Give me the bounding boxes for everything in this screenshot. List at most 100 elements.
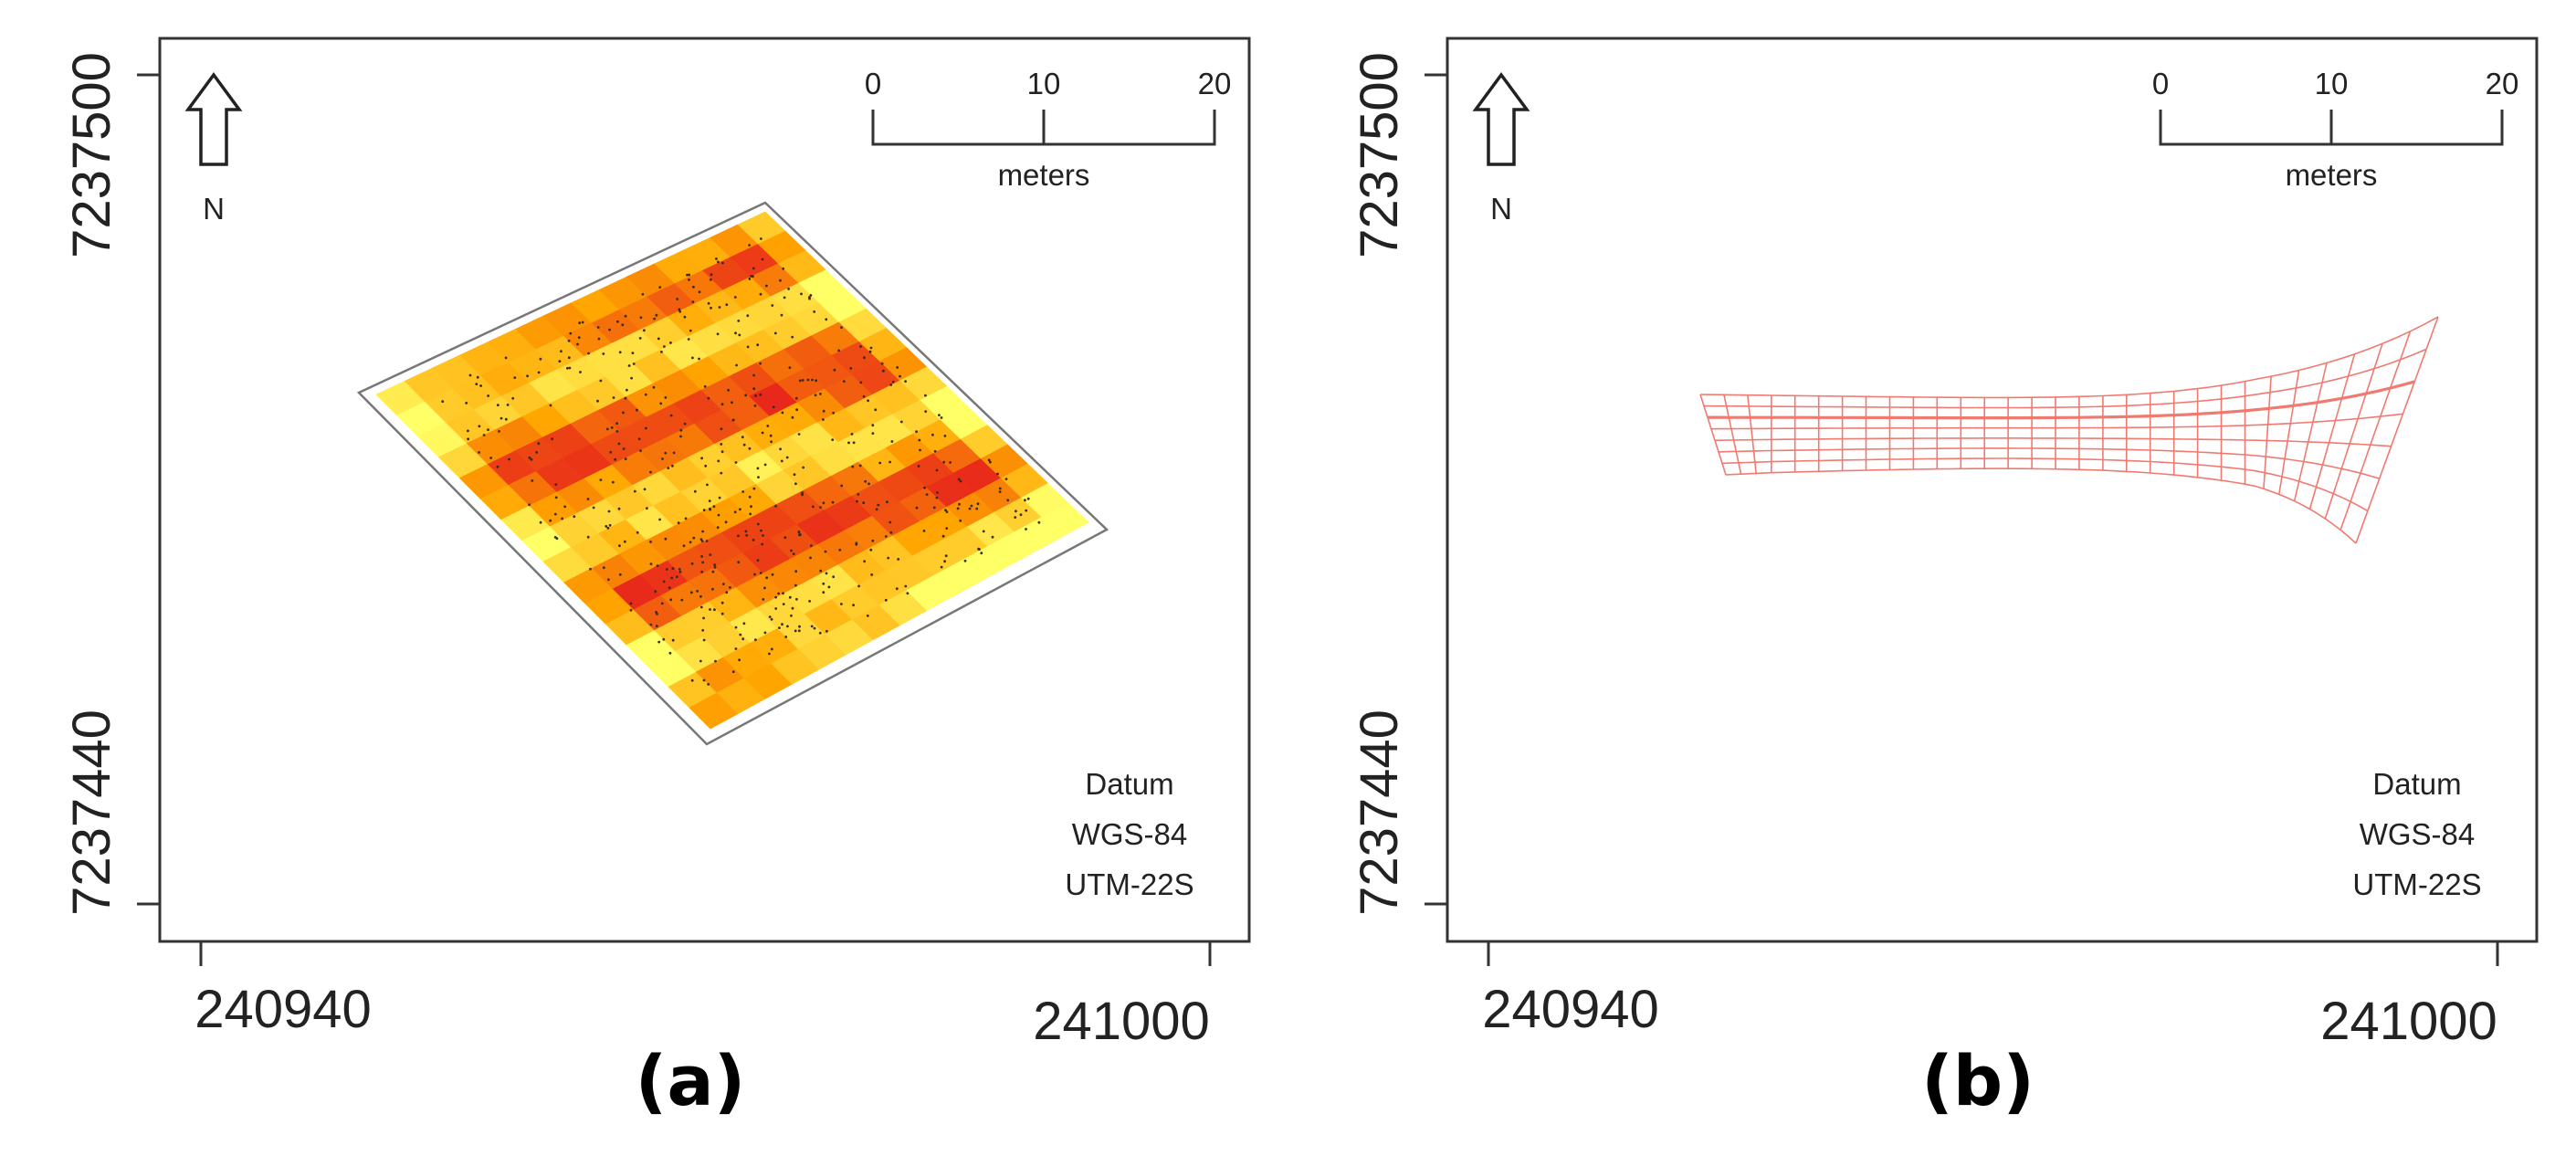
sample-point [688,273,691,277]
sample-point [925,493,929,496]
sample-point [797,629,801,633]
sample-point [649,623,653,626]
sample-point [727,388,730,392]
sample-point [784,636,788,638]
sample-point [968,507,972,510]
datum-label: WGS-84 [2360,817,2476,851]
sample-point [476,375,479,379]
sample-point [858,464,862,468]
sample-point [770,617,773,621]
sample-point [989,460,992,464]
sample-point [683,315,687,319]
y-tick-label: 7237440 [62,709,121,916]
sample-point [959,519,962,522]
sample-point [467,429,469,433]
sample-point [702,638,706,642]
sample-point [788,595,792,599]
sample-point [715,257,718,260]
sample-point [489,457,492,459]
sample-point [814,394,817,397]
sample-point [768,652,771,656]
sample-point [746,345,750,349]
mesh-line [2339,331,2412,531]
sample-point [944,554,948,558]
sample-point [959,479,962,483]
sample-point [587,352,590,355]
sample-point [943,560,946,563]
sample-point [568,366,572,370]
sample-point [782,267,785,270]
sample-point [686,273,689,277]
sample-point [918,438,921,442]
sample-point [980,552,983,555]
sample-point [597,337,601,341]
scale-tick-label: 20 [1198,67,1232,100]
sample-point [741,490,745,493]
sample-point [772,405,775,409]
sample-point [667,467,670,469]
sample-point [987,458,991,462]
sample-point [824,550,827,553]
sample-point [678,570,682,573]
sample-point [774,607,778,610]
sample-point [724,520,728,524]
sample-point [664,537,668,541]
sample-point [744,530,748,533]
mesh-line [2263,376,2272,489]
sample-point [618,544,621,548]
sample-point [765,284,768,288]
sample-point [875,508,878,511]
sample-point [554,483,558,486]
sample-point [932,506,936,510]
mesh-line [1708,380,2415,420]
sample-point [888,460,891,464]
sample-point [878,461,882,465]
sample-point [782,603,785,605]
sample-point [688,278,690,281]
sample-point [612,396,615,399]
sample-point [629,608,633,612]
sample-point [782,592,784,595]
sample-point [1014,516,1017,519]
sample-point [780,459,783,463]
sample-point [754,638,757,642]
sample-point [622,447,626,450]
sample-point [809,294,813,297]
heat-cell [689,692,739,730]
sample-point [809,556,812,560]
sample-point [1025,528,1027,531]
sample-point [669,342,672,344]
sample-point [549,519,552,522]
sample-point [958,502,961,506]
sample-point [663,345,666,348]
sample-point [774,595,777,599]
sample-point [561,517,563,520]
sample-point [696,590,699,593]
sample-point [777,592,780,595]
sample-point [721,261,724,265]
datum-label: Datum [2372,767,2461,801]
sample-point [710,306,712,310]
sample-point [720,450,724,454]
sample-point [702,678,706,682]
sample-point [890,440,894,443]
sample-point [702,509,706,511]
sample-point [810,625,814,628]
sample-point [608,328,611,331]
sample-point [759,292,762,296]
sample-point [504,417,508,421]
sample-point [963,559,967,562]
sample-point [771,573,774,576]
sample-point [589,567,592,571]
sample-point [827,585,831,589]
sample-point [991,535,994,539]
sample-point [852,604,855,607]
sample-point [671,464,674,468]
datum-label: Datum [1085,767,1173,801]
mesh-line [2324,343,2383,520]
scale-tick-label: 20 [2486,67,2519,100]
sample-point [720,612,724,615]
north-arrow-icon [1472,72,1530,166]
sample-point [717,513,720,517]
sample-point [646,507,648,510]
